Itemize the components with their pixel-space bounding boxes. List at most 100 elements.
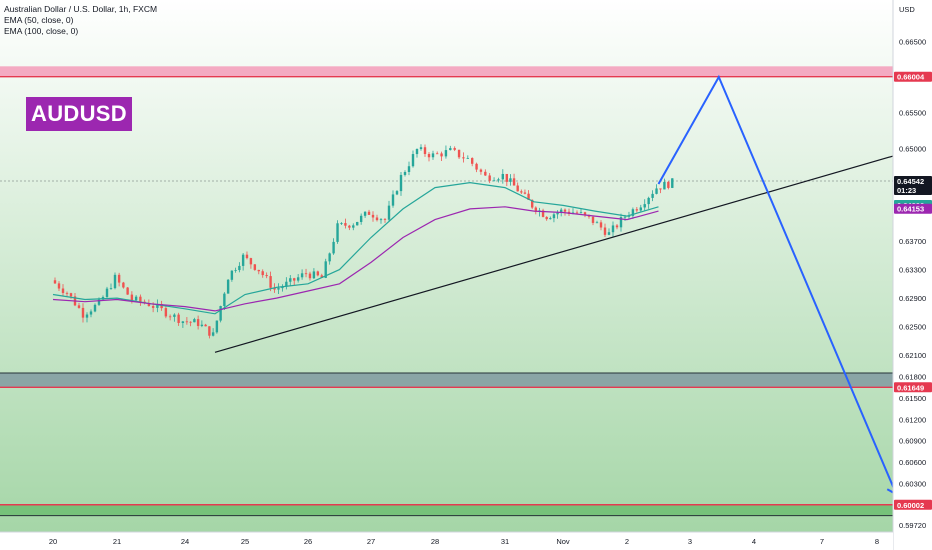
ema100-line: [52, 206, 659, 312]
candle-body: [226, 279, 230, 294]
y-tick-label: 0.62900: [899, 294, 926, 303]
candle-body: [523, 192, 527, 194]
candle-body: [113, 274, 117, 289]
candle-body: [647, 197, 650, 205]
candle: [173, 313, 176, 322]
candle-body: [466, 158, 470, 159]
candle-body: [453, 148, 456, 150]
current-price-tag-countdown: 01:23: [897, 186, 916, 195]
candle: [603, 223, 607, 237]
candle-body: [122, 282, 125, 288]
candle: [667, 180, 670, 190]
candle-body: [200, 324, 204, 327]
candle-body: [497, 179, 500, 181]
candle: [312, 268, 316, 279]
candle: [230, 270, 234, 282]
candle-body: [520, 191, 523, 193]
candle-body: [527, 193, 530, 200]
y-tick-label: 0.65500: [899, 109, 926, 118]
candle: [332, 238, 335, 255]
candle-body: [300, 273, 304, 278]
candle: [285, 277, 288, 290]
y-tick-label: 0.62500: [899, 323, 926, 332]
candle-body: [164, 308, 168, 317]
x-tick-label: Nov: [556, 537, 570, 546]
candle-body: [223, 293, 226, 307]
candle-body: [328, 253, 331, 262]
candle: [391, 190, 395, 208]
x-tick-label: 28: [431, 537, 439, 546]
candle: [431, 150, 435, 160]
candle: [599, 220, 603, 231]
candle-body: [607, 232, 611, 235]
candle-body: [77, 305, 81, 308]
candle-body: [501, 173, 505, 180]
candle-body: [273, 287, 276, 290]
candle-body: [639, 207, 642, 211]
mid-zone: [0, 372, 893, 388]
candle: [523, 189, 527, 195]
y-tick-label: 0.63700: [899, 237, 926, 246]
candle-body: [423, 147, 427, 155]
support-price-tag-bg: [894, 382, 932, 393]
candle-body: [151, 306, 155, 308]
candle-body: [363, 211, 367, 216]
candle-body: [105, 288, 109, 297]
candle: [336, 220, 339, 244]
candle: [344, 218, 347, 229]
candle-body: [579, 212, 583, 214]
candle-body: [53, 280, 57, 284]
candle: [427, 152, 431, 162]
candle-body: [435, 153, 439, 155]
candle: [109, 283, 113, 290]
candle-body: [615, 225, 619, 228]
candle-body: [230, 270, 234, 280]
candle-body: [631, 209, 635, 216]
ema100-price-tag: 0.64153: [897, 205, 924, 214]
candle-body: [265, 275, 268, 277]
candle: [611, 221, 615, 237]
y-tick-label: 0.62100: [899, 351, 926, 360]
candle: [651, 190, 654, 202]
candle: [269, 271, 272, 292]
candle: [348, 224, 351, 231]
candle: [57, 281, 61, 292]
candle-body: [352, 225, 355, 228]
candle-body: [541, 210, 545, 217]
candle: [204, 323, 207, 327]
current-price-tag-bg: [894, 175, 932, 195]
candle-body: [336, 223, 339, 242]
target-price-tag-bg: [894, 499, 932, 510]
candle-body: [395, 191, 399, 195]
candle: [383, 218, 387, 223]
candle-body: [399, 174, 403, 192]
candle-body: [427, 154, 431, 158]
support-price-tag: 0.61649: [897, 383, 924, 392]
candle: [181, 320, 185, 328]
candle-body: [512, 178, 516, 186]
candle-body: [509, 178, 512, 182]
candle-body: [549, 218, 552, 220]
candle: [635, 207, 639, 213]
candle: [479, 168, 483, 175]
candle-body: [344, 223, 347, 226]
candle-body: [492, 180, 496, 182]
y-tick-label: 0.63300: [899, 266, 926, 275]
candle-body: [89, 311, 93, 315]
candle: [226, 278, 230, 294]
candle-body: [208, 326, 211, 336]
candle-body: [643, 204, 646, 208]
candle: [595, 220, 599, 224]
candle: [371, 211, 375, 222]
candle-body: [449, 148, 452, 151]
candle: [308, 271, 312, 281]
candle: [316, 270, 320, 277]
candle-body: [312, 271, 316, 279]
candle-body: [219, 306, 222, 321]
candle-body: [281, 286, 284, 289]
candle: [281, 284, 284, 292]
candle-body: [293, 278, 296, 281]
trendline: [214, 144, 932, 353]
candle-body: [156, 304, 159, 308]
